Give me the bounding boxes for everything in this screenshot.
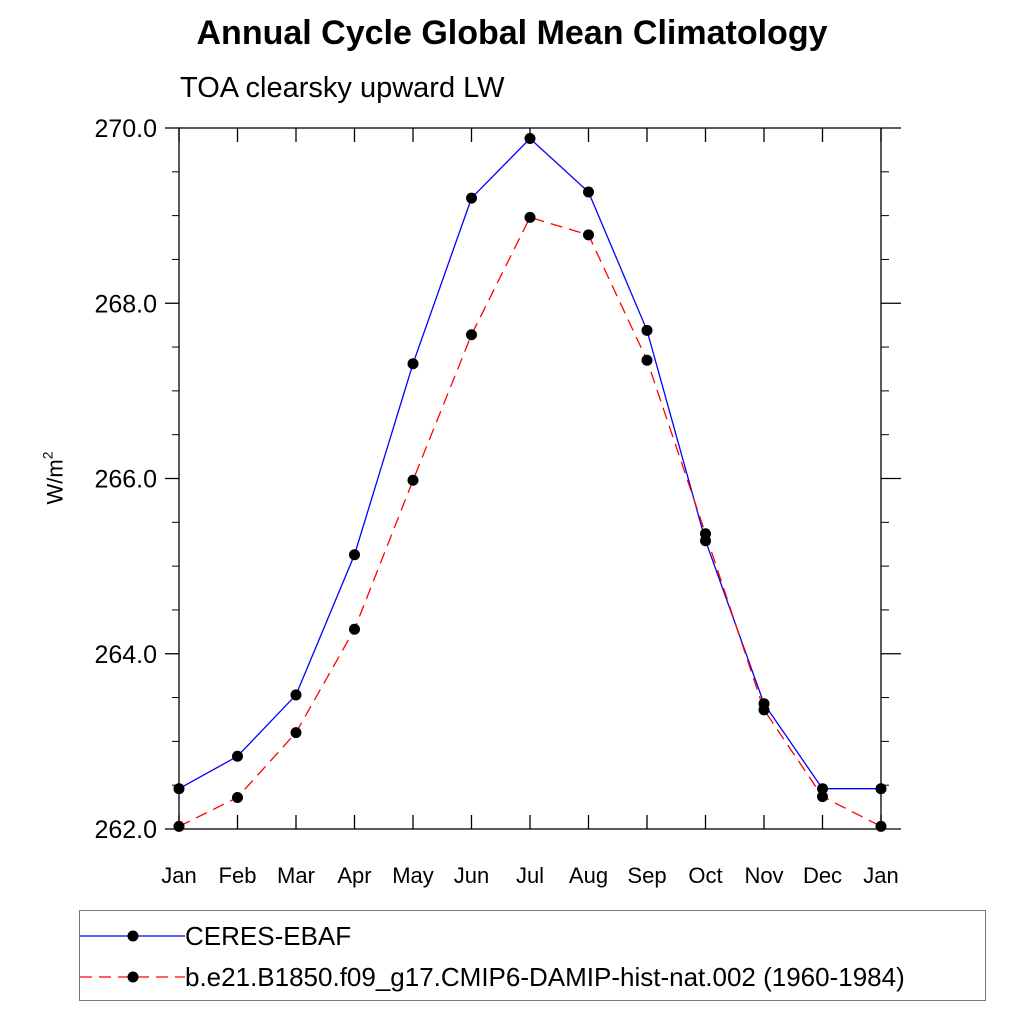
data-point-series-1 [173,783,185,795]
x-tick-label: Sep [627,863,666,888]
x-tick-label: Jan [863,863,898,888]
data-point-series-2 [875,820,887,832]
legend-label-series-2: b.e21.B1850.f09_g17.CMIP6-DAMIP-hist-nat… [185,961,905,992]
data-point-series-2 [817,791,828,803]
legend-swatch-series-2 [80,971,185,983]
data-point-series-2 [290,727,302,739]
data-point-series-2 [407,474,419,486]
series-line-2 [178,216,882,827]
chart-title: Annual Cycle Global Mean Climatology [196,14,828,52]
x-tick-label: Feb [219,863,257,888]
x-tick-label: May [392,863,434,888]
series-layer [173,133,887,832]
plot-axes: Jan Feb Mar Apr May Jun Jul Aug Sep Oct Nov Dec Jan2… [94,115,901,888]
y-tick-label: 268.0 [94,290,157,318]
x-tick-label: Jul [516,863,544,888]
plot-frame [178,127,882,830]
data-point-series-2 [583,229,594,241]
series-line-1 [178,137,881,790]
y-tick-label: 262.0 [94,816,157,844]
legend-item-series-1: CERES-EBAF [80,916,351,956]
y-axis-label: W/m2 [40,452,69,505]
data-point-series-1 [583,186,594,198]
data-point-series-1 [232,750,243,762]
data-point-series-1 [641,324,653,336]
data-point-series-2 [232,791,243,803]
data-point-series-1 [524,133,536,145]
data-point-series-2 [700,528,711,540]
data-point-series-2 [173,820,185,832]
x-tick-label: Jan [161,863,196,888]
data-point-series-2 [349,623,360,635]
x-tick-label: Mar [277,863,315,888]
x-tick-label: Dec [803,863,842,888]
data-point-series-2 [641,354,653,366]
y-tick-label: 270.0 [94,115,157,143]
data-point-series-2 [466,329,477,341]
y-axis-label-exponent: 2 [39,451,56,460]
data-point-series-1 [290,689,302,701]
x-tick-label: Oct [688,863,722,888]
y-tick-label: 266.0 [94,466,157,494]
y-tick-label: 264.0 [94,641,157,669]
data-point-series-1 [466,192,477,204]
y-axis-label-text: W/m [42,459,68,505]
x-tick-label: Apr [337,863,371,888]
data-point-series-1 [407,358,419,370]
data-point-series-2 [758,704,770,716]
x-tick-label: Jun [454,863,489,888]
data-point-series-1 [817,783,828,795]
legend: CERES-EBAF b.e21.B1850.f09_g17.CMIP6-DAM… [79,910,986,1001]
data-point-series-1 [875,783,887,795]
chart-subtitle: TOA clearsky upward LW [180,72,505,104]
data-point-series-2 [524,211,536,223]
data-point-series-1 [349,549,360,561]
x-tick-label: Nov [744,863,783,888]
x-tick-label: Aug [569,863,608,888]
legend-item-series-2: b.e21.B1850.f09_g17.CMIP6-DAMIP-hist-nat… [80,957,905,997]
legend-swatch-series-1 [80,930,185,942]
legend-label-series-1: CERES-EBAF [185,920,352,951]
